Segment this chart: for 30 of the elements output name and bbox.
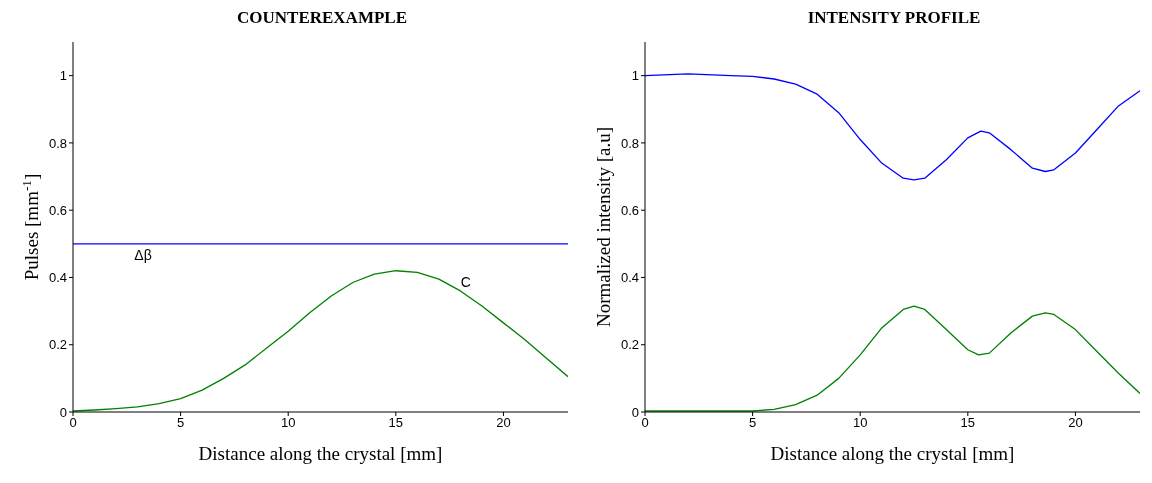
x-tick-label: 0 [641, 415, 649, 431]
y-axis-title: Normalized intensity [a.u] [593, 127, 614, 327]
x-tick-label: 10 [280, 415, 296, 431]
y-tick-label: 0.2 [620, 337, 639, 353]
x-tick-label: 15 [960, 415, 976, 431]
x-tick-label: 0 [69, 415, 77, 431]
y-tick-label: 0.4 [48, 270, 67, 286]
x-tick-label: 5 [176, 415, 185, 431]
chart-title: COUNTEREXAMPLE [236, 8, 408, 29]
y-tick-label: 0.8 [620, 135, 639, 151]
x-axis-title: Distance along the crystal [mm] [198, 443, 443, 464]
y-tick-label: 0.8 [48, 135, 67, 151]
chart-title: INTENSITY PROFILE [806, 8, 982, 29]
y-tick-label: 0 [59, 404, 67, 420]
series-label: C [460, 273, 471, 290]
y-tick-label: 0.4 [620, 270, 639, 286]
x-tick-label: 10 [852, 415, 868, 431]
x-axis-title: Distance along the crystal [mm] [770, 443, 1015, 464]
x-tick-label: 5 [748, 415, 757, 431]
line-series [645, 73, 1140, 181]
y-tick-label: 0.2 [48, 337, 67, 353]
y-tick-label: 0.6 [620, 202, 639, 218]
y-tick-label: 0.6 [48, 202, 67, 218]
y-tick-label: 1 [59, 68, 67, 84]
x-tick-label: 20 [1068, 415, 1083, 431]
x-tick-label: 20 [496, 415, 511, 431]
y-tick-label: 0 [631, 404, 639, 420]
x-tick-label: 15 [388, 415, 404, 431]
y-tick-label: 1 [631, 68, 639, 84]
series-label: Δβ [134, 246, 152, 263]
